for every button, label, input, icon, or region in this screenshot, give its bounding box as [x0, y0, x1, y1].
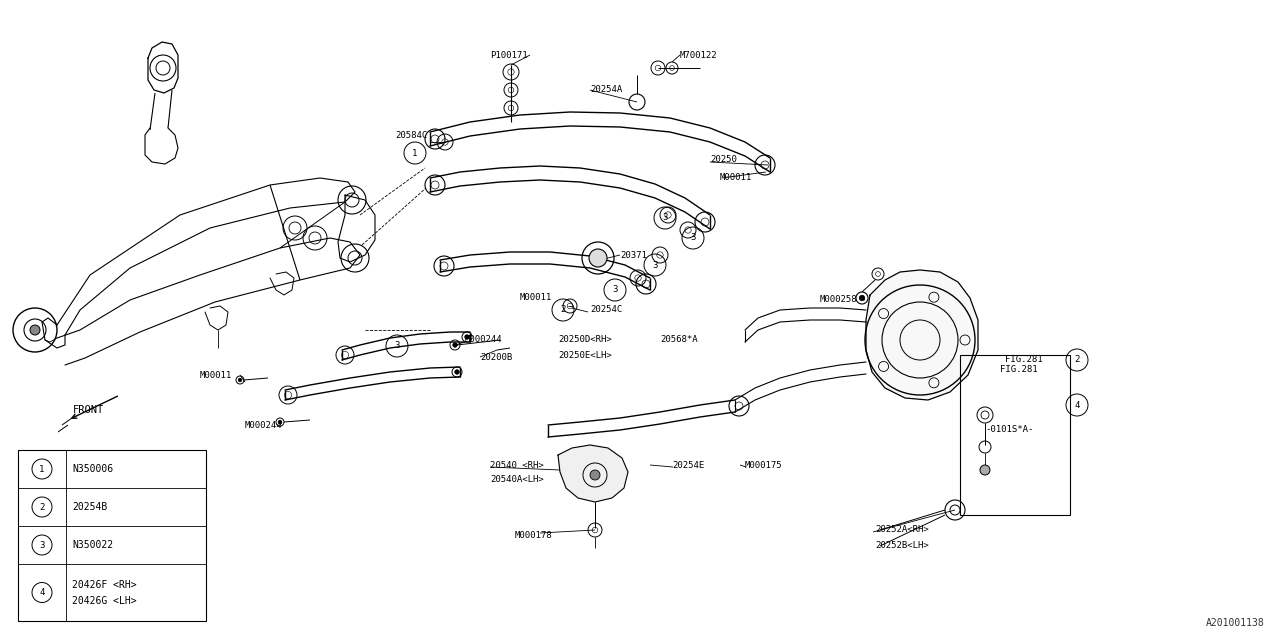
Text: M00011: M00011 — [200, 371, 232, 380]
Text: 3: 3 — [394, 342, 399, 351]
Text: 4: 4 — [1074, 401, 1080, 410]
Circle shape — [278, 420, 282, 424]
Polygon shape — [867, 270, 978, 400]
Text: M000244: M000244 — [244, 420, 283, 429]
Text: 20426F <RH>: 20426F <RH> — [72, 579, 137, 589]
Text: 20250E<LH>: 20250E<LH> — [558, 351, 612, 360]
Circle shape — [453, 343, 457, 348]
Text: 20200B: 20200B — [480, 353, 512, 362]
Text: FIG.281: FIG.281 — [1000, 365, 1038, 374]
Text: 20540A<LH>: 20540A<LH> — [490, 476, 544, 484]
Text: 3: 3 — [662, 214, 668, 223]
Text: P100171: P100171 — [490, 51, 527, 60]
Text: 20250D<RH>: 20250D<RH> — [558, 335, 612, 344]
Text: 20371: 20371 — [620, 250, 646, 259]
Text: FIG.281: FIG.281 — [1005, 355, 1043, 365]
Text: 4: 4 — [40, 588, 45, 597]
Polygon shape — [558, 445, 628, 502]
Circle shape — [589, 249, 607, 267]
Text: 2: 2 — [561, 305, 566, 314]
Text: 20250: 20250 — [710, 156, 737, 164]
Circle shape — [590, 470, 600, 480]
Text: -0101S*A-: -0101S*A- — [986, 426, 1033, 435]
Text: N350006: N350006 — [72, 464, 113, 474]
Circle shape — [238, 378, 242, 382]
Text: M700122: M700122 — [680, 51, 718, 60]
Text: 20254A: 20254A — [590, 86, 622, 95]
Text: 20254E: 20254E — [672, 461, 704, 470]
Text: 3: 3 — [690, 234, 696, 243]
Text: M000244: M000244 — [465, 335, 503, 344]
Bar — [18, 450, 206, 621]
Circle shape — [29, 325, 40, 335]
Text: 3: 3 — [40, 541, 45, 550]
Text: M00011: M00011 — [719, 173, 753, 182]
Text: M00011: M00011 — [520, 294, 552, 303]
Text: 20568*A: 20568*A — [660, 335, 698, 344]
Text: 20252A<RH>: 20252A<RH> — [876, 525, 929, 534]
Circle shape — [980, 465, 989, 475]
Text: 20540 <RH>: 20540 <RH> — [490, 461, 544, 470]
Text: A201001138: A201001138 — [1206, 618, 1265, 628]
Text: 2: 2 — [40, 502, 45, 511]
Bar — [960, 355, 1070, 515]
Text: 20584C: 20584C — [396, 131, 428, 140]
Text: 20254B: 20254B — [72, 502, 108, 512]
Text: N350022: N350022 — [72, 540, 113, 550]
Circle shape — [465, 335, 470, 339]
Text: 20252B<LH>: 20252B<LH> — [876, 541, 929, 550]
Text: 1: 1 — [40, 465, 45, 474]
Text: M000178: M000178 — [515, 531, 553, 540]
Text: 20426G <LH>: 20426G <LH> — [72, 595, 137, 605]
Text: 2: 2 — [1074, 355, 1080, 365]
Text: 1: 1 — [412, 148, 417, 157]
Text: 20254C: 20254C — [590, 305, 622, 314]
Circle shape — [859, 295, 865, 301]
Text: 3: 3 — [612, 285, 618, 294]
Circle shape — [454, 370, 460, 374]
Text: 3: 3 — [653, 260, 658, 269]
Text: M000175: M000175 — [745, 461, 782, 470]
Text: FRONT: FRONT — [73, 405, 104, 415]
Text: M000258: M000258 — [820, 296, 858, 305]
